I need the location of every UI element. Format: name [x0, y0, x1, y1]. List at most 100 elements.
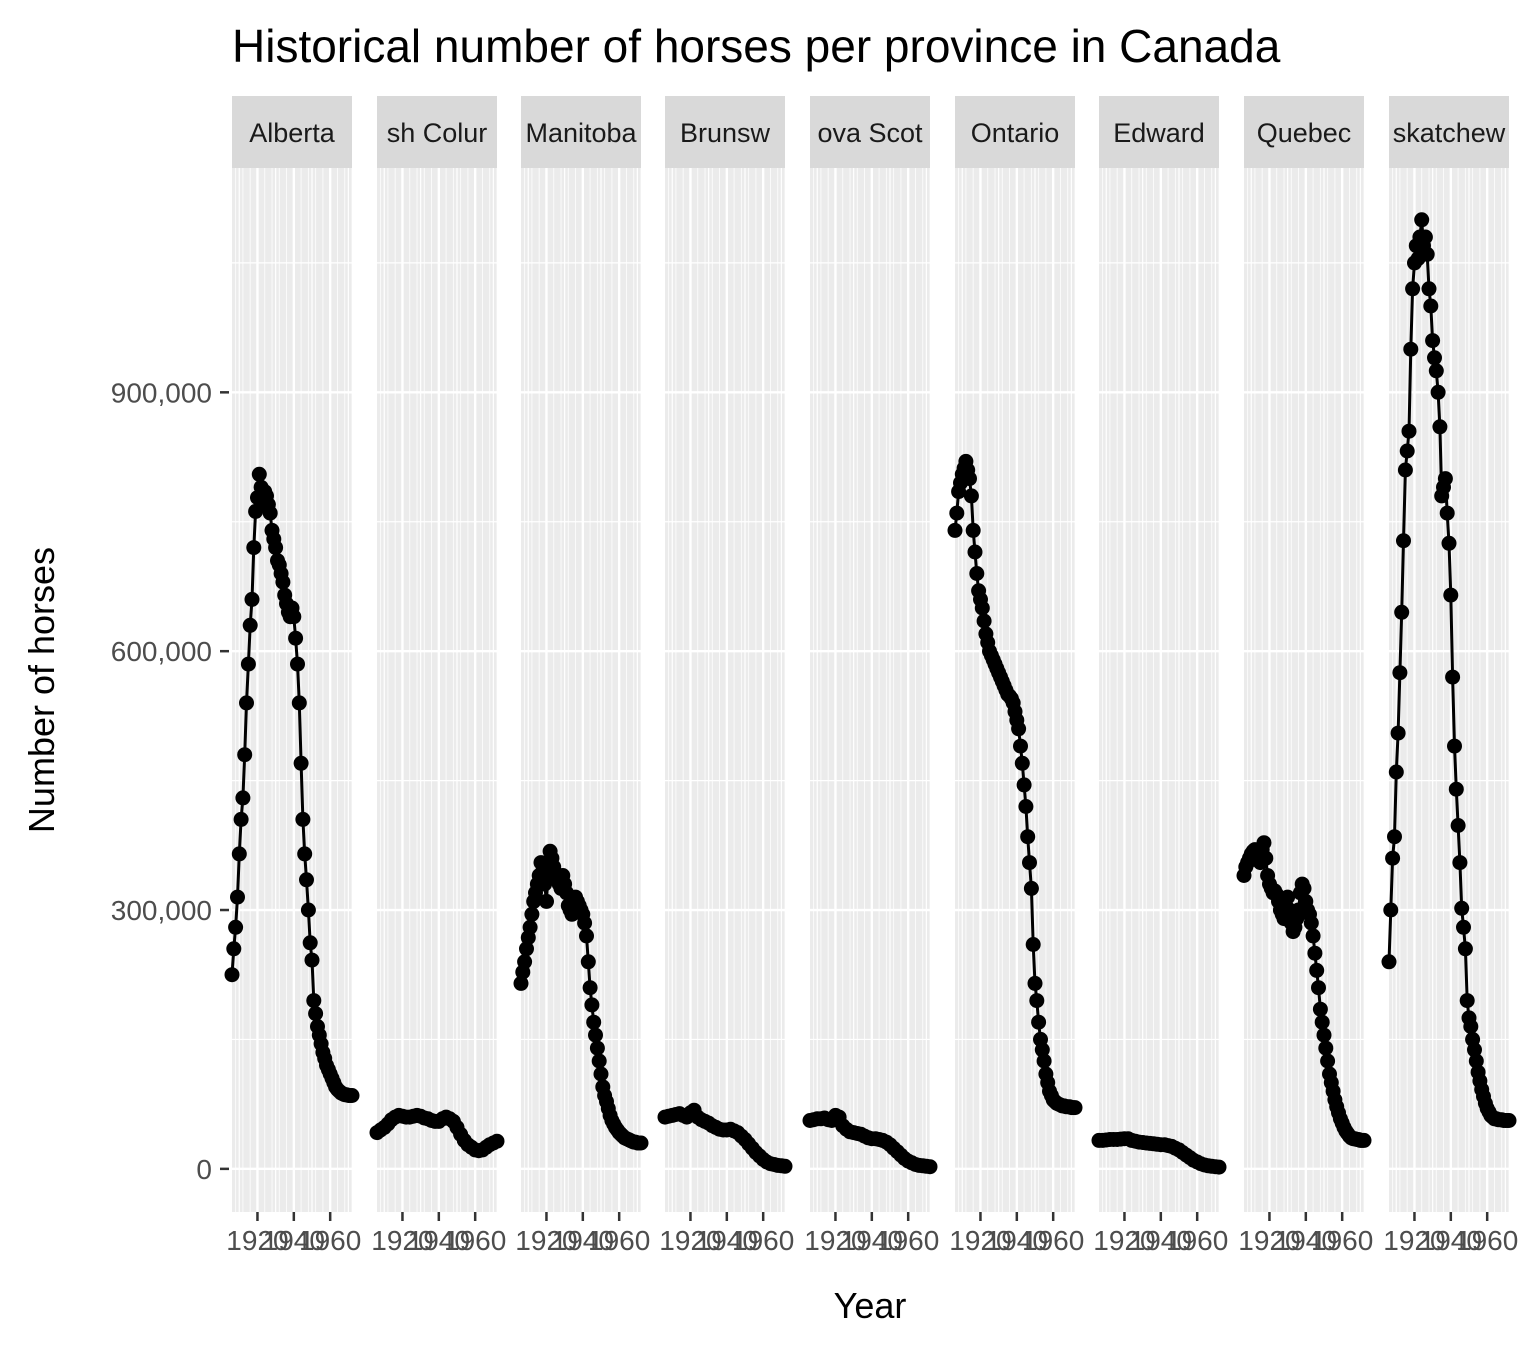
data-point [579, 928, 594, 944]
x-tick-label: 1920 [515, 1225, 577, 1256]
x-tick-label: 1940 [1420, 1225, 1482, 1256]
facet-strip [1244, 96, 1364, 168]
data-point [1421, 281, 1437, 297]
x-tick-label: 1940 [841, 1225, 903, 1256]
facet-strip [232, 96, 352, 168]
x-tick-label: 1920 [804, 1225, 866, 1256]
facet-strip-label: skatchew [1393, 118, 1506, 148]
chart-title: Historical number of horses per province… [232, 20, 1281, 72]
data-point [235, 790, 251, 806]
y-axis: 0 300,000 600,000 900,000 [111, 377, 229, 1185]
data-point [1392, 665, 1408, 681]
data-point [231, 846, 247, 862]
data-point [1011, 721, 1027, 737]
data-point [1387, 829, 1402, 845]
data-point [965, 522, 981, 538]
facet-strip [521, 96, 641, 168]
data-point [922, 1159, 938, 1175]
facet-strip [1389, 96, 1509, 168]
data-point [233, 811, 249, 827]
data-point [1401, 423, 1417, 439]
data-point [306, 993, 322, 1009]
data-point [777, 1158, 793, 1174]
data-point [244, 591, 260, 607]
data-point [522, 919, 538, 935]
data-point [1448, 781, 1464, 797]
facet-strip [665, 96, 785, 168]
data-point [976, 613, 992, 629]
data-point [251, 466, 267, 482]
data-point [1456, 919, 1471, 935]
data-point [588, 1027, 603, 1043]
data-point [969, 566, 985, 581]
data-point [1441, 535, 1457, 551]
facet-strip-label: sh Colur [387, 118, 488, 148]
data-point [1018, 799, 1034, 814]
facet-strip-label: Brunsw [680, 118, 771, 148]
data-point [1031, 1014, 1047, 1030]
data-point [286, 609, 302, 625]
panel-background [955, 168, 1075, 1212]
data-point [1447, 738, 1462, 754]
data-point [1443, 587, 1459, 603]
x-tick-label: 1920 [1238, 1225, 1300, 1256]
y-tick-label: 300,000 [111, 895, 212, 926]
data-point [1439, 505, 1455, 521]
x-tick-label: 1940 [986, 1225, 1048, 1256]
x-tick-label: 1960 [1022, 1225, 1084, 1256]
panel-background [1099, 168, 1219, 1212]
x-tick-label: 1920 [226, 1225, 288, 1256]
data-point [1385, 850, 1401, 866]
data-point [519, 941, 534, 957]
data-point [1280, 889, 1296, 905]
data-point [308, 1006, 324, 1022]
data-point [1383, 902, 1399, 918]
data-point [577, 915, 593, 931]
data-point [268, 540, 284, 556]
data-point [1501, 1113, 1517, 1128]
data-point [947, 522, 963, 538]
data-point [242, 617, 258, 633]
facet-strip-label: Edward [1113, 118, 1205, 148]
facet-strip-label: Manitoba [525, 118, 637, 148]
x-tick-label: 1960 [1456, 1225, 1518, 1256]
data-point [1454, 900, 1470, 916]
facet-strip-label: Ontario [971, 118, 1060, 148]
data-point [300, 902, 316, 918]
data-point [230, 889, 245, 905]
data-point [1430, 384, 1446, 400]
data-point [1397, 462, 1413, 478]
data-point [1463, 1019, 1479, 1034]
data-point [1022, 855, 1037, 871]
data-point [1320, 1053, 1336, 1069]
panel-background [521, 168, 641, 1212]
data-point [1296, 880, 1312, 896]
x-tick-label: 1920 [1383, 1225, 1445, 1256]
facet-strip-label: ova Scot [817, 118, 923, 148]
data-point [1414, 212, 1430, 228]
data-point [304, 952, 320, 968]
x-tick-label: 1920 [659, 1225, 721, 1256]
data-point [293, 755, 309, 771]
data-point [1450, 818, 1466, 833]
data-point [1067, 1100, 1083, 1116]
data-point [297, 846, 313, 862]
data-point [1311, 980, 1326, 996]
facet-strip [377, 96, 497, 168]
data-point [962, 471, 977, 487]
data-point [963, 488, 979, 504]
x-tick-label: 1920 [949, 1225, 1011, 1256]
data-point [1423, 298, 1439, 314]
data-point [1211, 1159, 1227, 1175]
x-tick-label: 1960 [1166, 1225, 1228, 1256]
data-point [1388, 764, 1404, 780]
data-point [1432, 419, 1448, 435]
